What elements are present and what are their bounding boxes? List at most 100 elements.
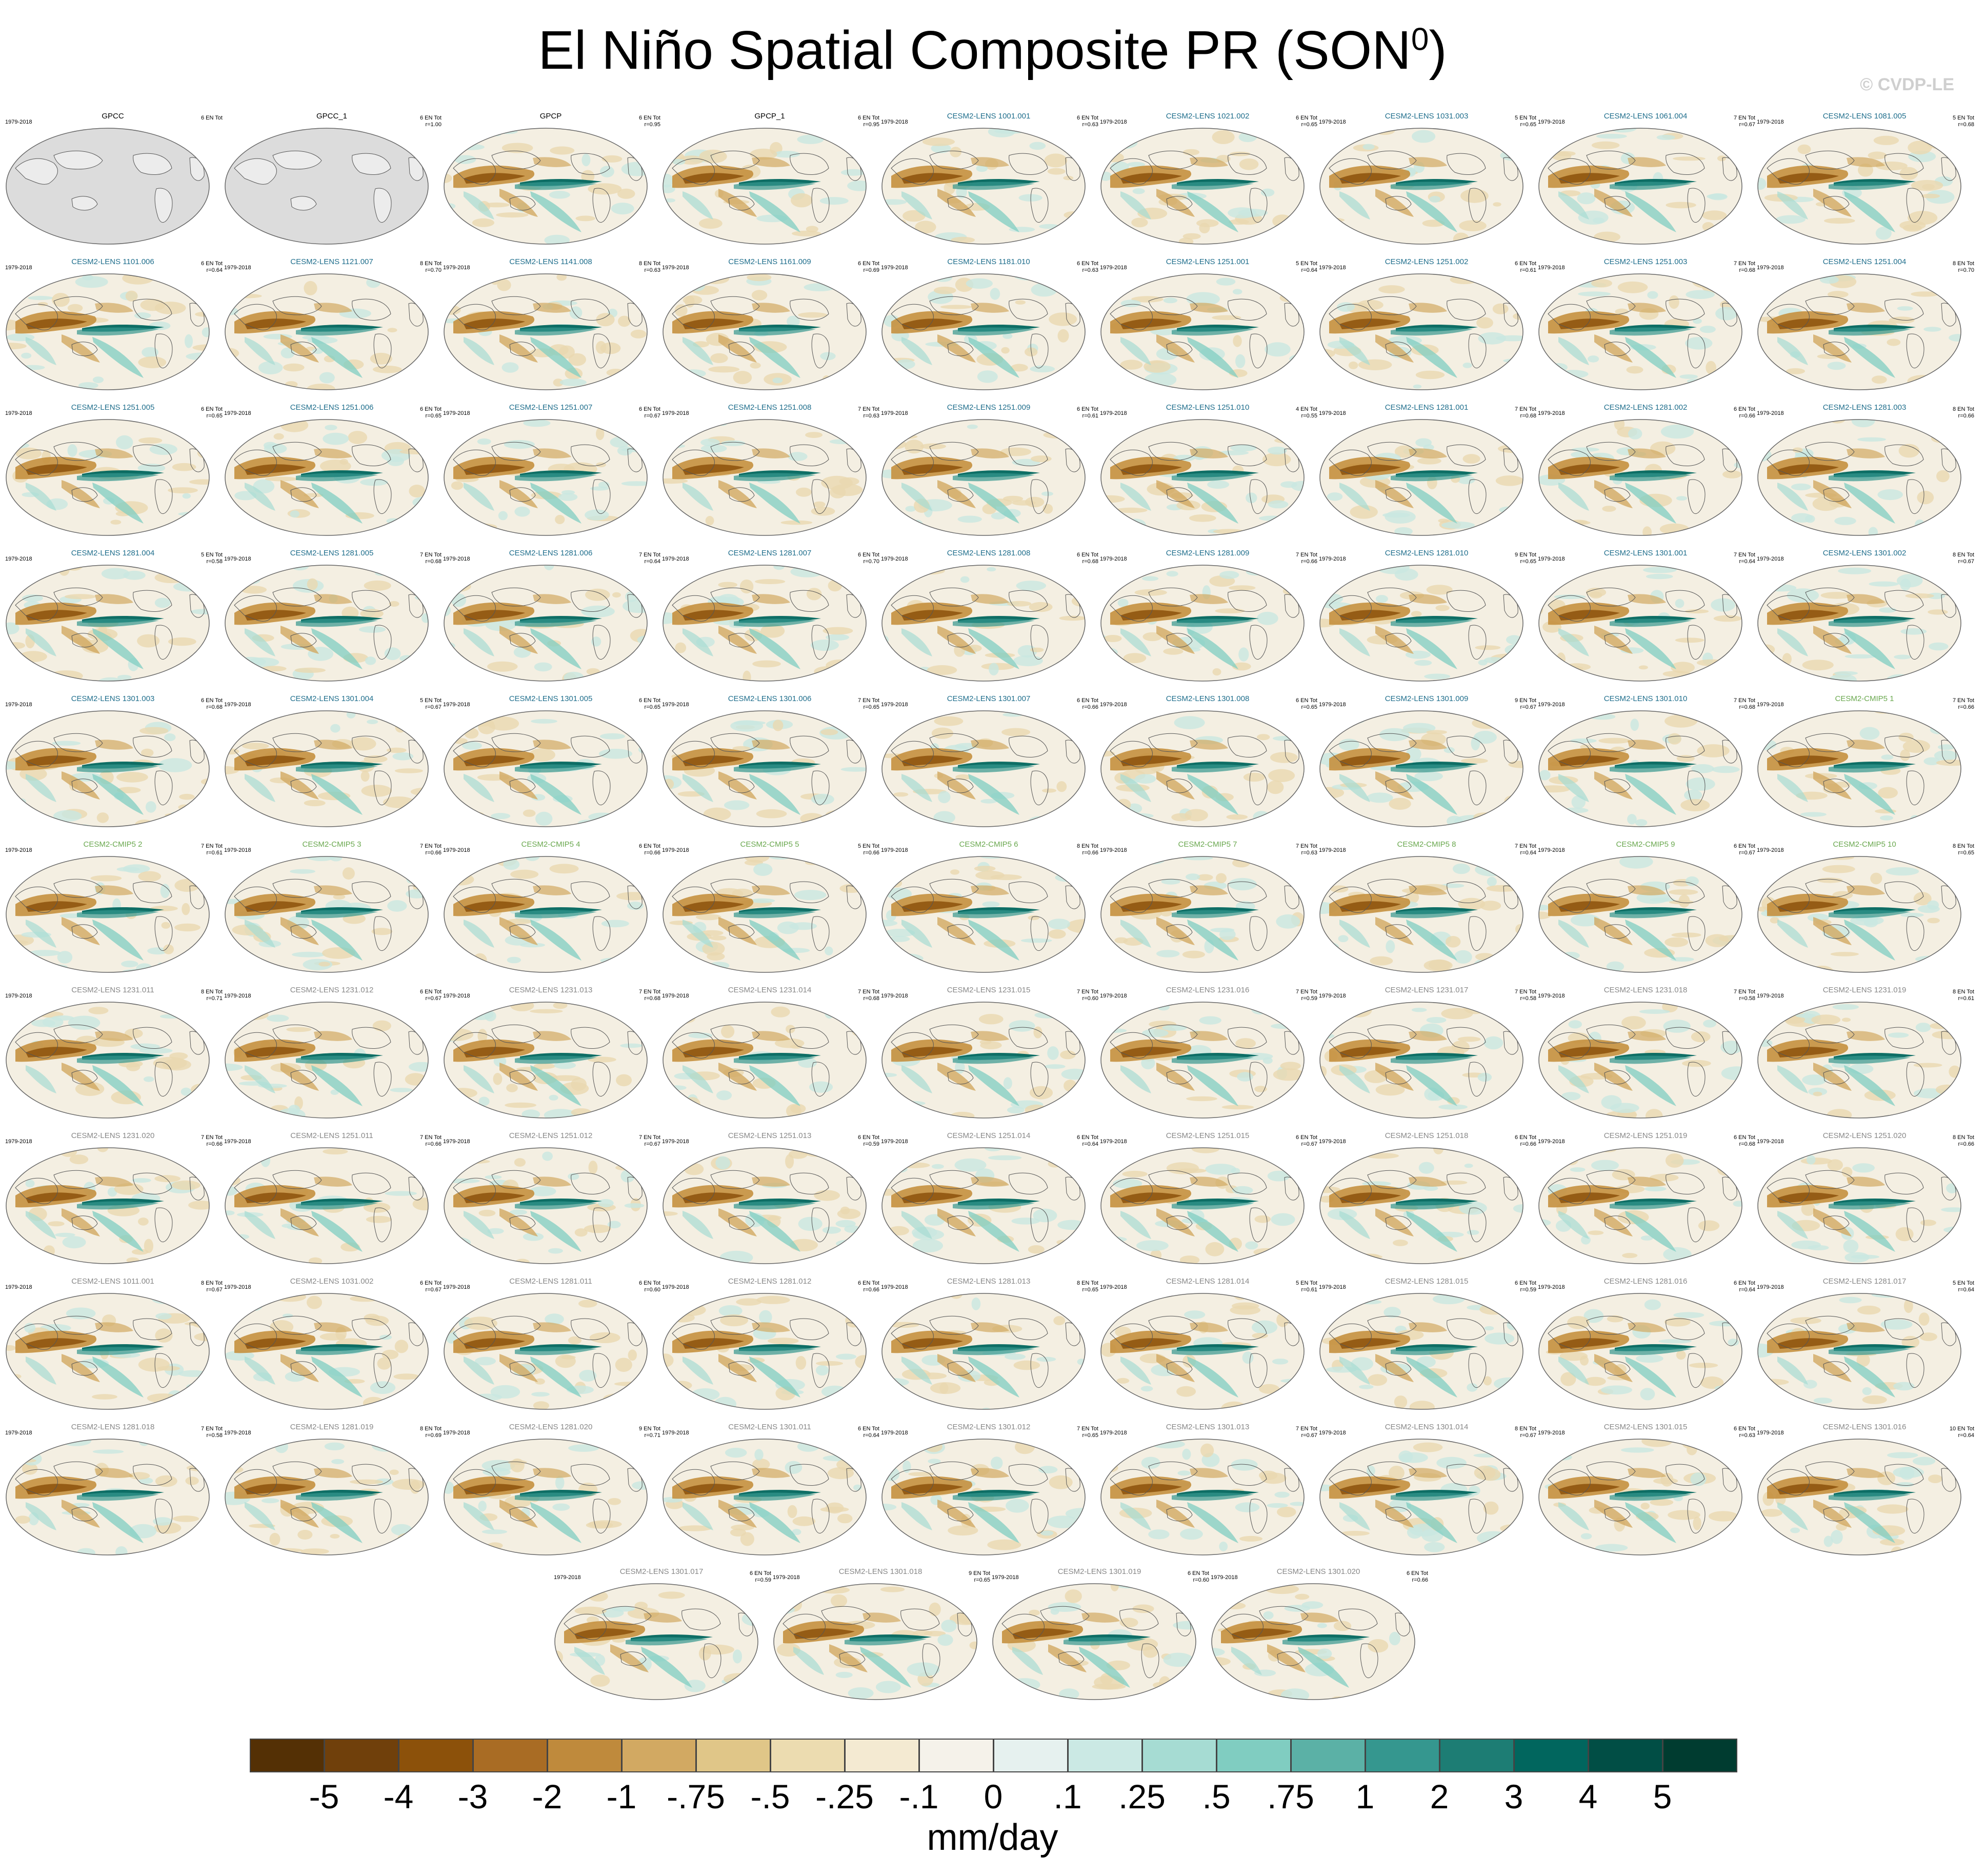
- panel-years: 1979-2018: [1538, 1139, 1565, 1145]
- panel-stats: 6 EN Tot r=0.59: [1515, 1280, 1536, 1293]
- map-panel: CESM2-LENS 1281.006 1979-2018 7 EN Tot r=0.…: [443, 549, 660, 692]
- map-panel: CESM2-LENS 1301.001 1979-2018 7 EN Tot r=0.…: [1538, 549, 1755, 692]
- panel-stats: 8 EN Tot r=0.70: [420, 261, 442, 273]
- panel-stats: 8 EN Tot r=0.61: [1953, 989, 1974, 1002]
- colorbar-tick-label: -5: [309, 1778, 339, 1815]
- panel-map: [1100, 710, 1305, 827]
- map-panel: CESM2-LENS 1301.012 1979-2018 7 EN Tot r=0.…: [881, 1423, 1098, 1566]
- panel-map: [1757, 710, 1961, 827]
- panel-stats: 8 EN Tot r=0.67: [1953, 552, 1974, 565]
- panel-map: [1538, 1439, 1742, 1555]
- map-panel: CESM2-LENS 1281.004 1979-2018 5 EN Tot r=0.…: [5, 549, 223, 692]
- map-panel: CESM2-LENS 1281.003 1979-2018 8 EN Tot r=0.…: [1757, 403, 1974, 547]
- panel-title: GPCP: [539, 112, 562, 121]
- map-panel: CESM2-LENS 1251.018 1979-2018 6 EN Tot r=0.…: [1319, 1131, 1536, 1275]
- panel-years: 1979-2018: [1538, 993, 1565, 999]
- panel-stats: 6 EN Tot r=0.63: [1734, 1426, 1755, 1439]
- map-panel: CESM2-LENS 1301.008 1979-2018 6 EN Tot r=0.…: [1100, 694, 1317, 838]
- panel-map: [1319, 710, 1523, 827]
- panel-years: 1979-2018: [662, 1430, 689, 1436]
- panel-title: CESM2-LENS 1081.005: [1822, 112, 1907, 121]
- panel-years: 1979-2018: [662, 1284, 689, 1290]
- panel-stats: 6 EN Tot r=0.67: [420, 989, 442, 1002]
- panel-map: [663, 273, 867, 390]
- panel-years: 1979-2018: [5, 847, 32, 853]
- panel-stats: 7 EN Tot r=0.68: [858, 989, 879, 1002]
- map-panel: CESM2-LENS 1281.014 1979-2018 5 EN Tot r=0.…: [1100, 1277, 1317, 1421]
- panel-title: CESM2-CMIP5 7: [1178, 840, 1237, 849]
- colorbar-swatch: [993, 1739, 1068, 1772]
- panel-stats: 6 EN Tot r=0.66: [1077, 697, 1098, 710]
- panel-map: [663, 856, 867, 973]
- panel-years: 1979-2018: [1319, 410, 1346, 416]
- panel-years: 1979-2018: [443, 410, 470, 416]
- panel-years: 1979-2018: [881, 993, 908, 999]
- panel-stats: 6 EN Tot r=0.68: [1077, 552, 1098, 565]
- panel-map: [1757, 128, 1961, 245]
- panel-years: 1979-2018: [1757, 556, 1784, 562]
- panel-map: [225, 273, 429, 390]
- panel-years: 1979-2018: [881, 1139, 908, 1145]
- colorbar-swatch: [1142, 1739, 1217, 1772]
- panel-title: CESM2-LENS 1281.005: [290, 549, 374, 557]
- panel-years: 1979-2018: [443, 993, 470, 999]
- panel-map: [881, 1439, 1086, 1555]
- map-panel: CESM2-LENS 1231.012 1979-2018 6 EN Tot r=0.…: [224, 986, 442, 1129]
- panel-years: 1979-2018: [443, 265, 470, 271]
- panel-map: [663, 710, 867, 827]
- panel-map: [1100, 128, 1305, 245]
- panel-years: 1979-2018: [443, 1430, 470, 1436]
- panel-map: [225, 565, 429, 682]
- map-panel: CESM2-LENS 1251.001 1979-2018 5 EN Tot r=0.…: [1100, 257, 1317, 401]
- map-panel: CESM2-LENS 1231.013 1979-2018 7 EN Tot r=0.…: [443, 986, 660, 1129]
- map-panel: CESM2-CMIP5 8 1979-2018 7 EN Tot r=0.64: [1319, 840, 1536, 984]
- panel-stats: 7 EN Tot r=0.58: [201, 1426, 223, 1439]
- panel-title: CESM2-LENS 1301.004: [290, 694, 374, 703]
- panel-title: CESM2-LENS 1301.003: [71, 694, 155, 703]
- panel-map: [225, 710, 429, 827]
- panel-map: [881, 856, 1086, 973]
- panel-map: [444, 710, 648, 827]
- panel-title: CESM2-LENS 1251.020: [1822, 1131, 1907, 1140]
- panel-stats: 5 EN Tot r=0.67: [420, 697, 442, 710]
- panel-stats: 7 EN Tot r=0.63: [1296, 843, 1317, 856]
- panel-title: CESM2-LENS 1231.011: [71, 986, 154, 994]
- panel-years: 1979-2018: [1100, 702, 1127, 708]
- panel-title: CESM2-LENS 1251.001: [1166, 257, 1250, 266]
- map-panel: CESM2-CMIP5 10 1979-2018 8 EN Tot r=0.65: [1757, 840, 1974, 984]
- colorbar-tick-label: 4: [1578, 1778, 1598, 1815]
- panel-years: 1979-2018: [5, 1430, 32, 1436]
- panel-title: CESM2-LENS 1231.020: [71, 1131, 155, 1140]
- colorbar-swatch: [696, 1739, 771, 1772]
- panel-title: CESM2-LENS 1251.013: [728, 1131, 812, 1140]
- colorbar-tick-label: -1: [606, 1778, 637, 1815]
- map-panel: CESM2-LENS 1301.005 1979-2018 6 EN Tot r=0.…: [443, 694, 660, 838]
- panel-title: CESM2-LENS 1251.005: [71, 403, 155, 412]
- panel-years: 1979-2018: [1100, 119, 1127, 125]
- page-title: El Niño Spatial Composite PR (SON0): [0, 21, 1985, 81]
- panel-title: CESM2-LENS 1251.018: [1385, 1131, 1469, 1140]
- panel-years: 1979-2018: [1319, 1284, 1346, 1290]
- map-panel: CESM2-LENS 1161.009 1979-2018 6 EN Tot r=0.…: [662, 257, 879, 401]
- panel-years: 1979-2018: [1757, 993, 1784, 999]
- panel-stats: 8 EN Tot r=0.69: [420, 1426, 442, 1439]
- panel-title: CESM2-LENS 1301.010: [1603, 694, 1688, 703]
- colorbar-tick-label: -.75: [667, 1778, 725, 1815]
- panel-map: [663, 1439, 867, 1555]
- panel-map: [554, 1583, 758, 1700]
- map-panel: CESM2-LENS 1301.003 1979-2018 6 EN Tot r=0.…: [5, 694, 223, 838]
- panel-title: CESM2-LENS 1251.007: [509, 403, 593, 412]
- map-panel: CESM2-LENS 1121.007 1979-2018 8 EN Tot r=0.…: [224, 257, 442, 401]
- panel-title: CESM2-LENS 1021.002: [1166, 112, 1250, 121]
- panel-map: [1100, 856, 1305, 973]
- panel-stats: 7 EN Tot r=0.67: [1734, 115, 1755, 128]
- panel-years: 1979-2018: [1757, 265, 1784, 271]
- map-panel: CESM2-LENS 1301.011 1979-2018 6 EN Tot r=0.…: [662, 1423, 879, 1566]
- panel-title: CESM2-LENS 1161.009: [728, 257, 811, 266]
- panel-stats: 6 EN Tot r=0.66: [1515, 1134, 1536, 1147]
- colorbar-tick-label: -.1: [899, 1778, 939, 1815]
- panel-stats: 7 EN Tot r=0.59: [1296, 989, 1317, 1002]
- colorbar-tick-label: .75: [1267, 1778, 1314, 1815]
- colorbar-tick-label: -.25: [815, 1778, 874, 1815]
- panel-map: [1538, 128, 1742, 245]
